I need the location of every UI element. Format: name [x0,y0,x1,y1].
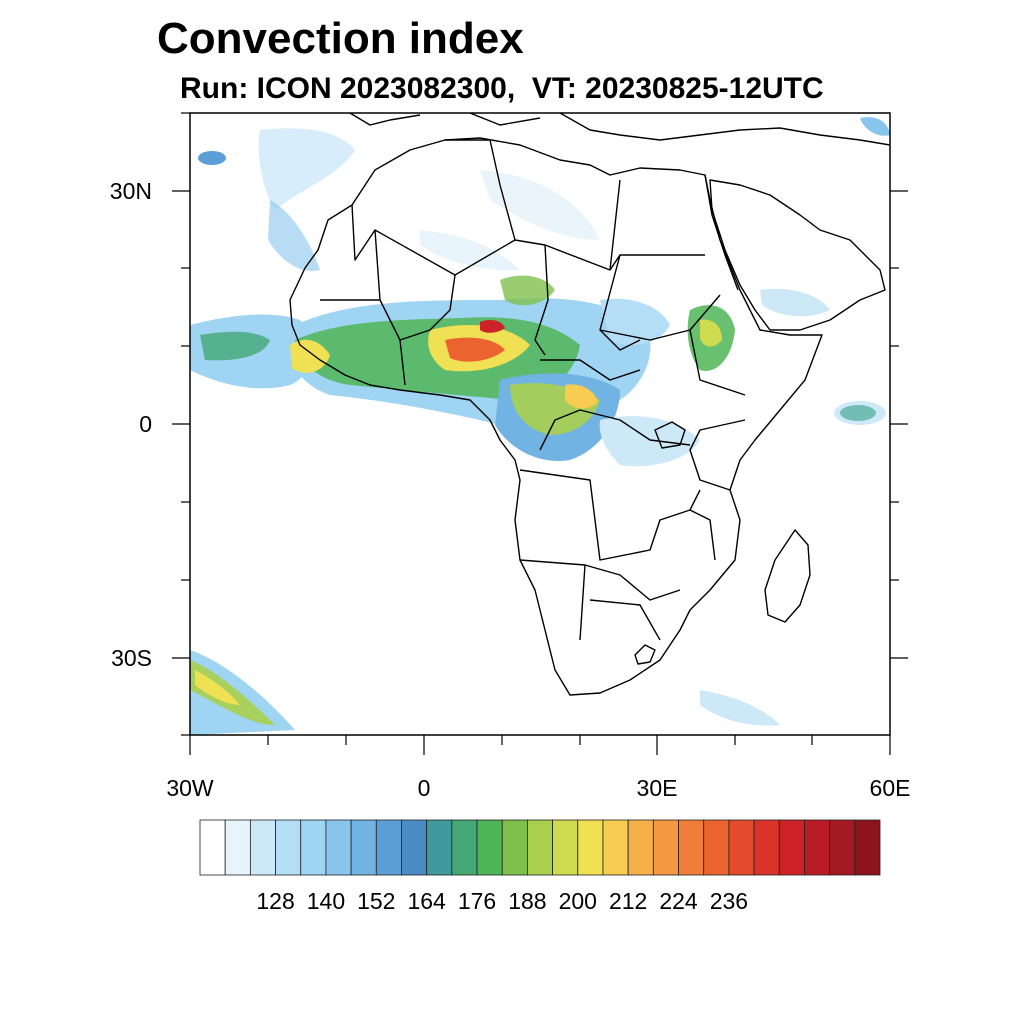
coastline [289,137,823,696]
colorbar-swatch [552,819,579,876]
convection-area [420,230,520,271]
convection-area [195,670,240,705]
colorbar-swatch [401,819,428,876]
colorbar-swatch [804,819,831,876]
colorbar-swatch [703,819,730,876]
colorbar-swatch [577,819,604,876]
colorbar-swatch [199,819,226,876]
lon-label-60e: 60E [869,775,911,801]
lat-label-30n: 30N [109,178,152,204]
colorbar-swatch [829,819,856,876]
convection-area [565,384,598,409]
coastline [704,174,739,291]
lon-label-0: 0 [417,775,431,801]
colorbar-tick-label: 200 [558,888,597,914]
lon-label-30e: 30E [636,775,678,801]
convection-area [700,319,722,347]
colorbar-swatch [275,819,302,876]
colorbar-swatch [627,819,654,876]
colorbar-swatch [300,819,327,876]
colorbar-swatch [350,819,377,876]
lake [654,421,686,449]
convection-area [860,117,890,136]
convection-area [445,337,505,362]
map-subtitle: Run: ICON 2023082300, VT: 20230825-12UTC [180,72,824,105]
lat-label-0: 0 [139,411,152,437]
lon-label-30w: 30W [166,775,214,801]
convection-area [700,690,780,726]
axis-ticks [172,112,908,755]
convection-area [290,339,330,373]
colorbar-tick-label: 128 [256,888,295,914]
coastline [764,529,811,623]
colorbar-swatch [753,819,780,876]
colorbar-tick-label: 224 [659,888,698,914]
convection-area [834,401,886,425]
coastline [709,179,886,331]
border-line [634,644,656,665]
convection-area [480,170,600,240]
colorbar-tick-label: 188 [508,888,547,914]
convection-area [599,416,700,467]
lat-label-30s: 30S [111,645,152,671]
colorbar-tick-label: 212 [608,888,648,914]
colorbar-tick-label: 236 [709,888,749,914]
colorbar-swatch [476,819,503,876]
colorbar-tick-label: 164 [407,888,446,914]
colorbar-swatch [728,819,755,876]
convection-area [760,288,830,317]
colorbar-tick-label: 152 [357,888,396,914]
colorbar-swatch [602,819,629,876]
colorbar-tick-label: 140 [306,888,346,914]
convection-field [190,117,890,735]
colorbar-swatch [652,819,679,876]
convection-area [480,320,505,333]
convection-area [200,331,270,361]
coastline [349,113,890,146]
colorbar-swatch [778,819,805,876]
convection-area [190,650,295,735]
map-title: Convection index [157,14,524,63]
colorbar-swatch [325,819,352,876]
colorbar-swatch [527,819,553,876]
convection-area [500,275,555,306]
colorbar-swatch [501,819,528,876]
border-line [320,139,746,641]
colorbar [199,819,881,876]
convection-area [268,200,320,271]
convection-area [190,660,275,725]
colorbar-swatch [678,819,705,876]
colorbar-swatch [249,819,276,876]
colorbar-swatch [451,819,478,876]
colorbar-swatch [224,819,251,876]
convection-area [258,128,355,210]
colorbar-swatch [854,819,881,876]
colorbar-swatch [426,819,453,876]
country-borders [289,113,890,696]
colorbar-swatch [375,819,402,876]
colorbar-tick-label: 176 [457,888,497,914]
convection-area [198,151,226,165]
